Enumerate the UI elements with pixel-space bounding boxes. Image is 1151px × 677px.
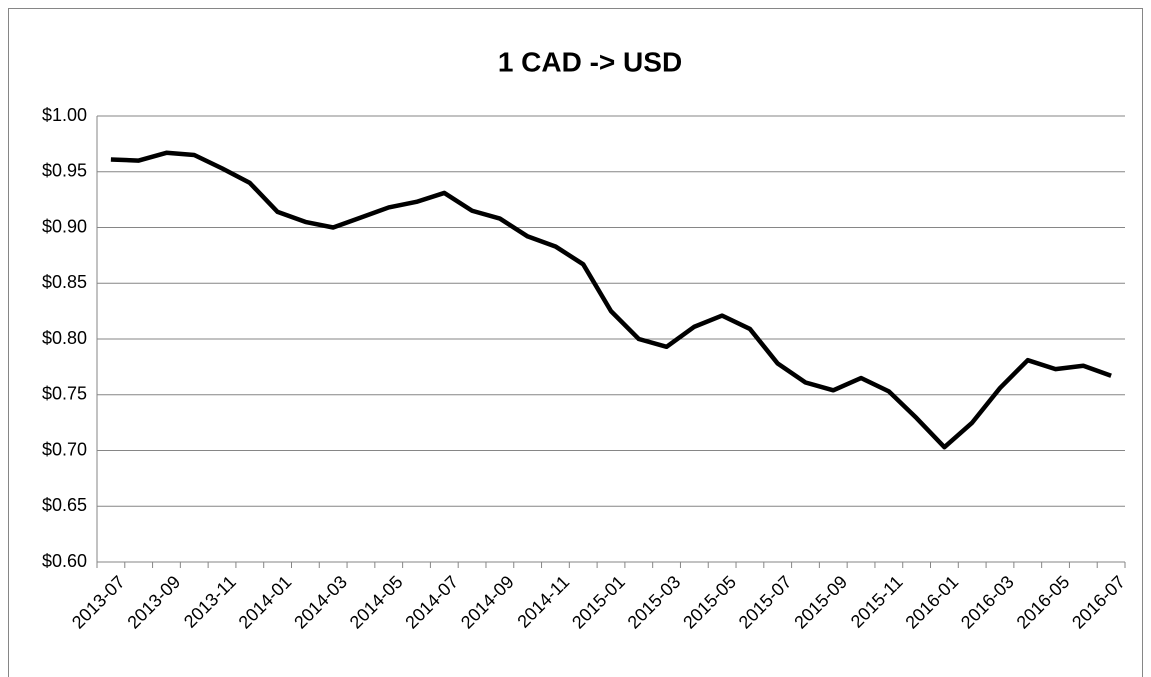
- y-tick-label: $0.65: [42, 495, 87, 515]
- y-tick-label: $0.75: [42, 384, 87, 404]
- y-tick-label: $0.80: [42, 328, 87, 348]
- y-tick-label: $0.95: [42, 161, 87, 181]
- y-tick-label: $0.85: [42, 272, 87, 292]
- y-tick-label: $0.70: [42, 439, 87, 459]
- chart-border: [8, 8, 1143, 677]
- chart-title: 1 CAD -> USD: [498, 46, 682, 77]
- y-tick-label: $0.60: [42, 551, 87, 571]
- line-series: [110, 150, 1112, 450]
- y-tick-label: $1.00: [42, 105, 87, 125]
- y-tick-label: $0.90: [42, 216, 87, 236]
